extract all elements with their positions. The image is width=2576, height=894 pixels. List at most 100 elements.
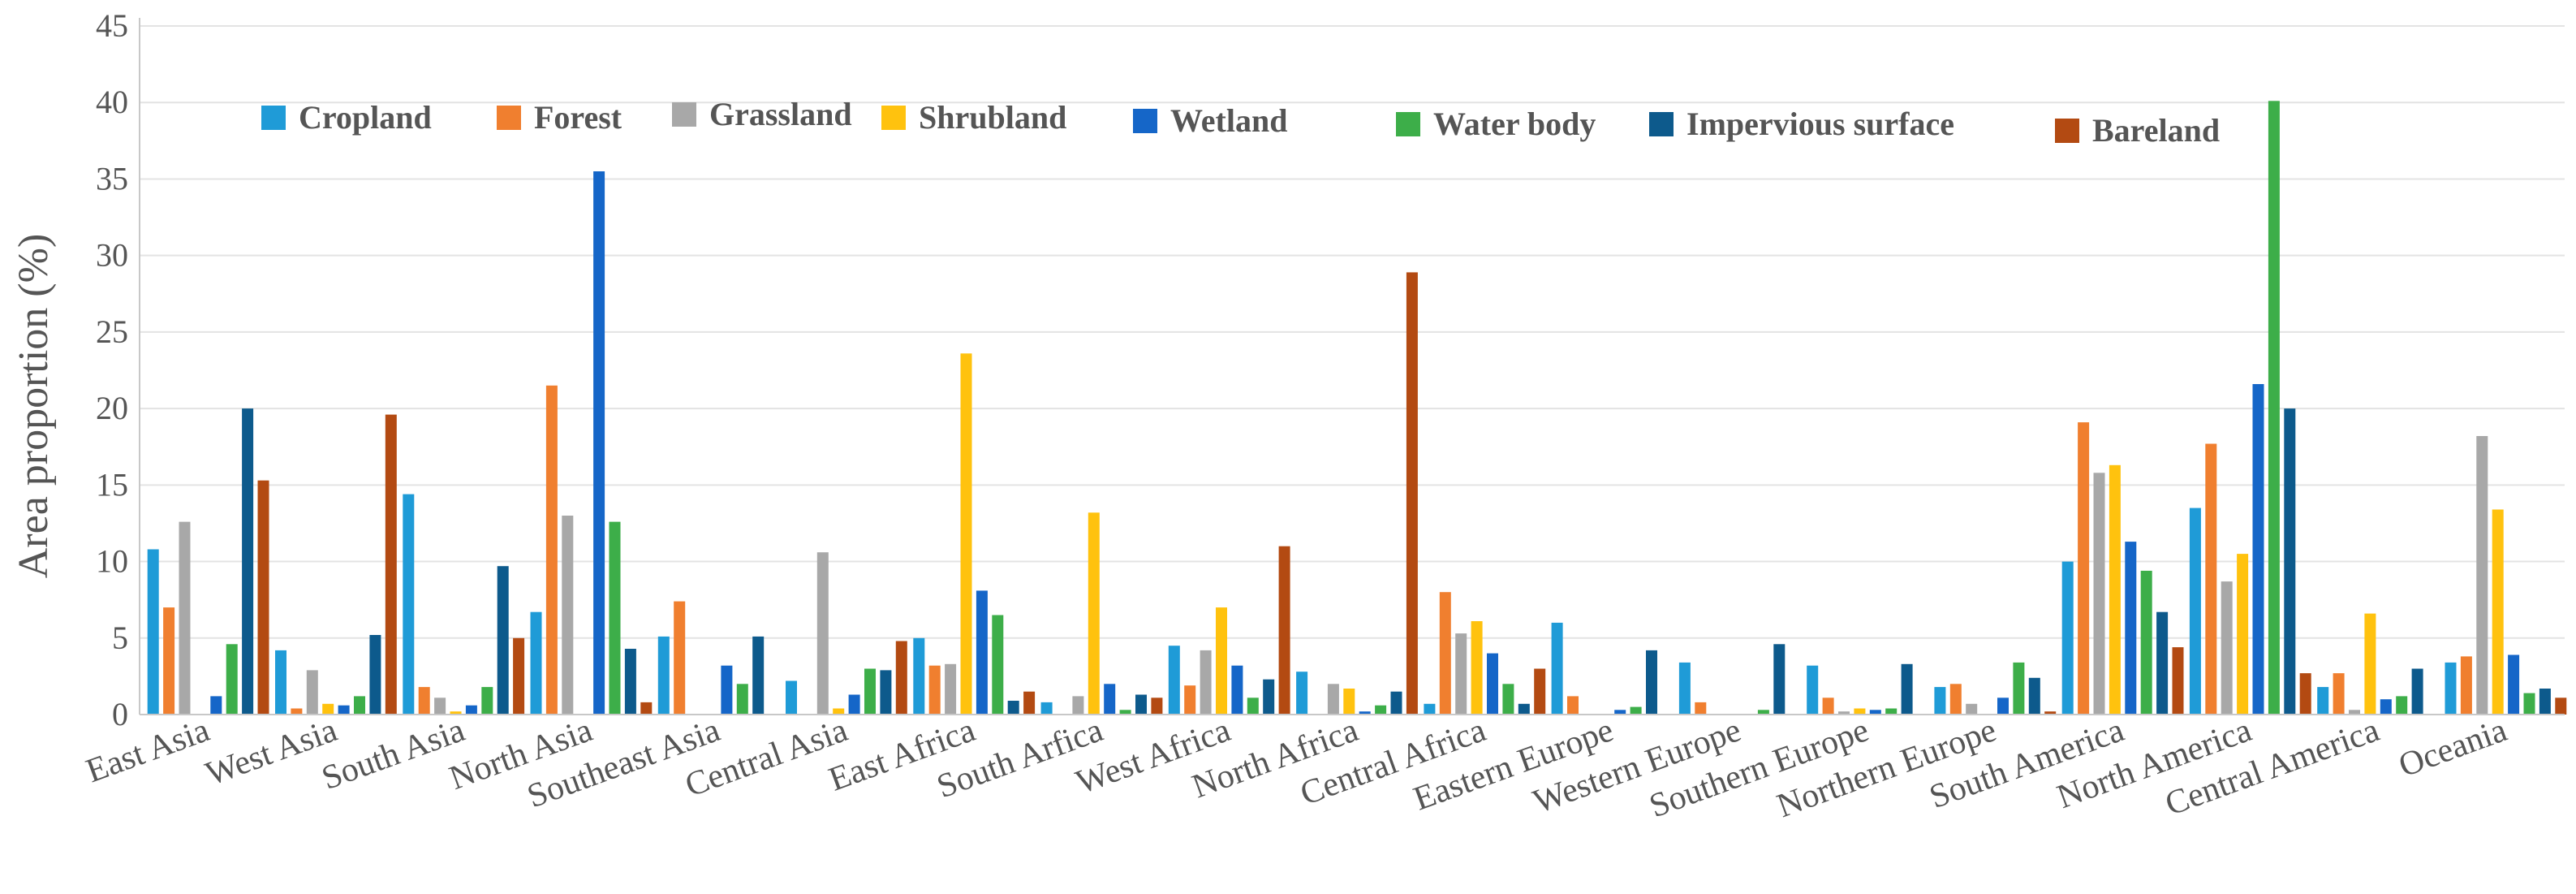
bar-south-asia-shrubland (450, 711, 462, 715)
bar-central-america-water-body (2396, 696, 2408, 715)
bar-oceania-wetland (2508, 654, 2520, 715)
legend-label-water-body: Water body (1433, 106, 1596, 142)
bar-western-europe-water-body (1757, 710, 1769, 715)
bar-northern-europe-wetland (1997, 697, 2009, 715)
bar-south-asia-bareland (513, 637, 525, 715)
bar-south-america-shrubland (2109, 464, 2121, 715)
bar-east-asia-bareland (257, 480, 269, 715)
bar-south-arfica-shrubland (1088, 512, 1100, 715)
bar-central-america-forest (2333, 673, 2345, 715)
y-tick-label-25: 25 (96, 313, 128, 350)
bar-west-africa-forest (1184, 685, 1196, 715)
bar-south-america-forest (2078, 422, 2090, 715)
bar-east-asia-wetland (210, 696, 222, 715)
bar-west-africa-grassland (1200, 650, 1212, 715)
bar-central-asia-grassland (816, 552, 829, 715)
bar-south-asia-wetland (465, 705, 477, 715)
bar-southern-europe-wetland (1869, 710, 1881, 715)
legend-label-bareland: Bareland (2092, 112, 2220, 149)
bar-western-europe-impervious-surface (1773, 644, 1786, 715)
bar-north-asia-cropland (530, 611, 542, 715)
bar-north-america-forest (2205, 443, 2217, 715)
y-tick-label-10: 10 (96, 543, 128, 580)
bar-central-africa-impervious-surface (1518, 703, 1530, 715)
bar-northern-europe-grassland (1966, 703, 1978, 715)
legend-swatch-shrubland (881, 106, 906, 130)
bar-northern-europe-water-body (2013, 662, 2025, 715)
bar-northern-europe-cropland (1934, 687, 1946, 715)
bar-north-africa-bareland (1406, 272, 1418, 715)
bar-central-america-impervious-surface (2411, 668, 2423, 715)
legend-swatch-bareland (2055, 119, 2079, 143)
bar-west-asia-bareland (385, 414, 397, 715)
bar-north-asia-wetland (593, 171, 605, 715)
bar-east-africa-shrubland (960, 353, 972, 715)
bar-south-america-cropland (2061, 561, 2074, 715)
bar-southern-europe-cropland (1807, 665, 1819, 715)
bar-oceania-bareland (2555, 697, 2567, 715)
legend-swatch-grassland (672, 102, 696, 127)
legend-swatch-wetland (1133, 109, 1157, 133)
bar-west-africa-impervious-surface (1263, 679, 1275, 715)
legend-swatch-water-body (1396, 112, 1420, 136)
bar-south-america-bareland (2172, 647, 2184, 715)
bar-south-america-water-body (2140, 570, 2152, 715)
bar-west-africa-bareland (1278, 546, 1290, 715)
bar-oceania-shrubland (2492, 509, 2504, 715)
bar-north-america-water-body (2268, 101, 2280, 715)
bar-east-africa-impervious-surface (1007, 701, 1019, 715)
bar-central-africa-grassland (1455, 633, 1467, 715)
bar-eastern-europe-impervious-surface (1646, 650, 1657, 715)
y-tick-label-20: 20 (96, 390, 128, 426)
legend-swatch-impervious-surface (1649, 112, 1674, 136)
y-tick-label-40: 40 (96, 84, 128, 120)
bar-east-africa-wetland (976, 590, 988, 715)
bar-south-asia-impervious-surface (497, 566, 509, 715)
legend-swatch-cropland (261, 106, 286, 130)
bar-north-asia-water-body (609, 521, 621, 715)
bar-north-america-bareland (2299, 673, 2311, 715)
bar-south-arfica-grassland (1072, 696, 1084, 715)
bar-central-asia-water-body (864, 668, 876, 715)
bar-eastern-europe-cropland (1551, 622, 1563, 715)
x-category-label-oceania: Oceania (2394, 711, 2512, 784)
bar-south-america-impervious-surface (2156, 611, 2169, 715)
bar-central-africa-wetland (1487, 653, 1498, 715)
bar-west-africa-water-body (1247, 697, 1259, 715)
bar-central-asia-cropland (786, 680, 797, 715)
y-tick-label-15: 15 (96, 466, 128, 503)
bar-west-asia-wetland (338, 705, 350, 715)
bar-central-america-cropland (2317, 687, 2329, 715)
bar-south-asia-water-body (481, 687, 493, 715)
bar-north-america-impervious-surface (2284, 408, 2296, 715)
bar-east-asia-water-body (226, 644, 238, 715)
bar-west-africa-wetland (1231, 665, 1243, 715)
bar-north-asia-bareland (640, 702, 653, 715)
bar-southern-europe-forest (1822, 697, 1834, 715)
bar-oceania-impervious-surface (2539, 689, 2551, 715)
bar-west-asia-cropland (275, 650, 286, 715)
bar-east-asia-impervious-surface (242, 408, 254, 715)
bar-layer (147, 101, 2567, 715)
bar-central-africa-forest (1439, 592, 1451, 715)
bar-southern-europe-grassland (1838, 711, 1850, 715)
bar-north-asia-forest (545, 385, 558, 715)
bar-south-america-grassland (2093, 473, 2105, 715)
bar-central-africa-shrubland (1471, 621, 1483, 715)
bar-west-asia-forest (291, 708, 303, 715)
bar-east-asia-cropland (147, 549, 159, 715)
bar-central-asia-shrubland (833, 708, 845, 715)
bar-south-arfica-water-body (1119, 710, 1131, 715)
bar-east-africa-bareland (1023, 691, 1036, 715)
bar-northern-europe-bareland (2044, 711, 2057, 715)
bar-southeast-asia-cropland (657, 636, 670, 715)
bar-central-africa-cropland (1424, 703, 1436, 715)
bar-north-america-wetland (2252, 384, 2264, 715)
x-category-label-south-asia: South Asia (317, 711, 470, 797)
bar-oceania-cropland (2445, 662, 2457, 715)
bar-central-america-wetland (2380, 699, 2392, 715)
bar-central-america-shrubland (2364, 613, 2376, 715)
bar-southeast-asia-wetland (721, 665, 733, 715)
